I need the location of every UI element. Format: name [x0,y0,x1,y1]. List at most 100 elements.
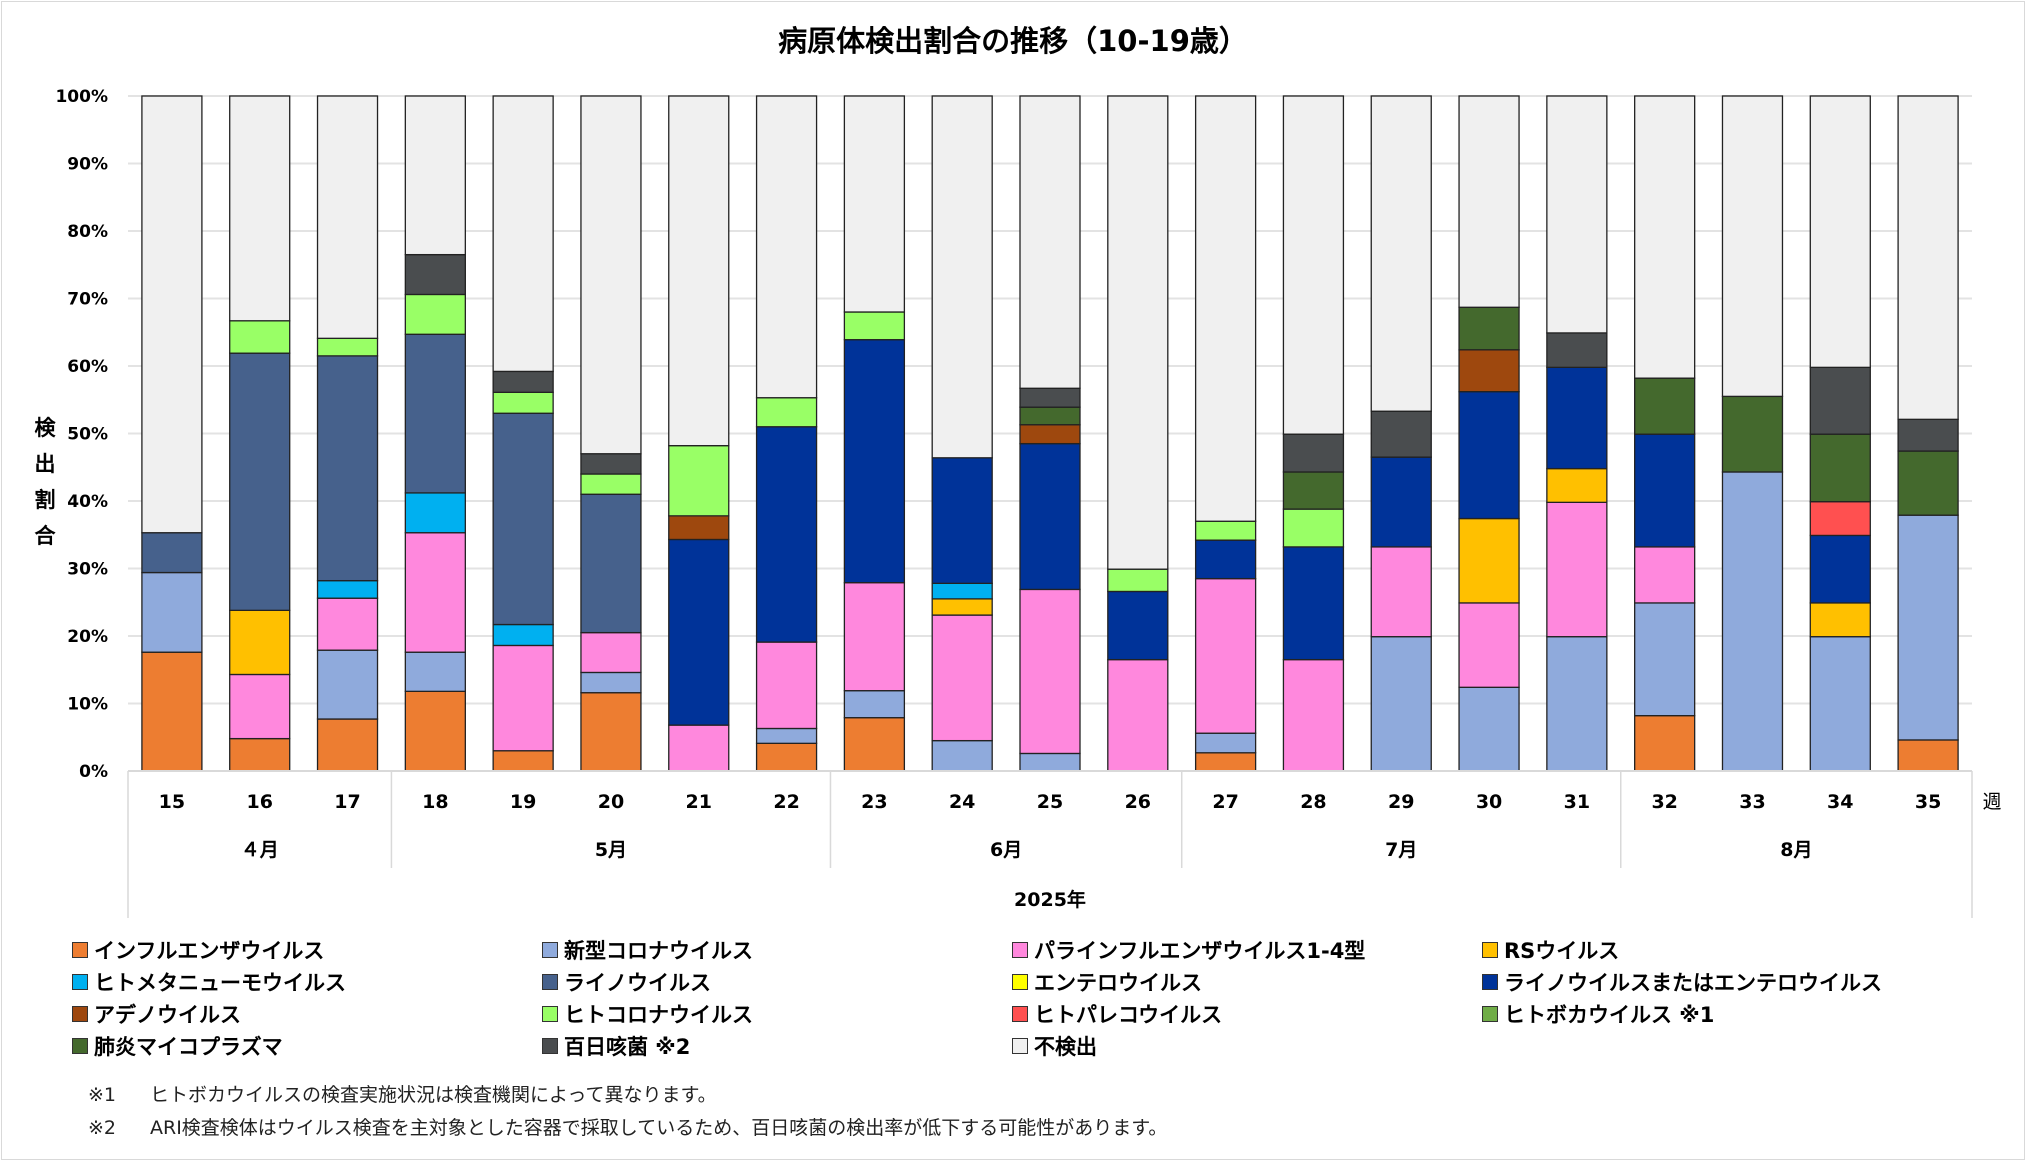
legend-item: ヒトコロナウイルス [542,999,753,1029]
bar-segment [580,473,642,495]
legend-swatch [1012,1038,1028,1054]
bar-segment [843,95,906,313]
bar-segment [404,333,466,494]
footnote-mark: ※2 [88,1117,117,1139]
bar-segment [843,582,906,692]
bar-segment [141,571,203,653]
bar-segment [1019,95,1081,389]
bar-segment [1458,686,1520,772]
legend-swatch [542,1038,558,1054]
bar-segment [580,493,642,634]
bar-segment [1809,95,1871,369]
bar-segment [1809,366,1871,435]
legend-label: エンテロウイルス [1034,971,1202,995]
bar-segment [404,293,466,335]
bar-segment [1809,501,1871,537]
bar-segment [1282,433,1345,473]
bar-segment [1370,410,1432,458]
bar-segment [931,582,993,600]
bar-segment [1458,517,1520,604]
legend-swatch [72,1038,88,1054]
bar-segment [1634,602,1696,717]
legend-swatch [1012,974,1028,990]
legend-label: 不検出 [1034,1035,1097,1059]
x-tick-label: 32 [1651,791,1677,813]
bar-segment [229,737,291,772]
legend-label: 百日咳菌 ※2 [564,1035,691,1059]
y-tick-label: 50% [67,425,108,445]
bar-segment [1019,588,1081,755]
legend-item: アデノウイルス [72,999,241,1029]
legend-swatch [542,1006,558,1022]
bar-segment [404,492,466,534]
y-axis-label: 検出割合 [30,410,60,554]
bar-segment [492,644,554,752]
x-tick-label: 16 [246,791,272,813]
legend-label: ヒトパレコウイルス [1034,1003,1223,1027]
footnote-mark: ※1 [88,1084,117,1106]
y-tick-label: 30% [67,560,108,580]
bar-segment [1809,433,1871,503]
legend-item: ライノウイルス [542,967,711,997]
bar-segment [1458,95,1520,308]
y-tick-label: 10% [67,695,108,715]
legend-item: パラインフルエンザウイルス1-4型 [1012,935,1365,965]
bar-segment [1194,95,1257,522]
bar-segment [316,580,379,599]
bar-segment [1194,752,1257,772]
x-tick-label: 21 [686,791,712,813]
bar-segment [316,649,379,720]
bar-segment [1634,377,1696,435]
footnotes: ※1 ヒトボカウイルスの検査実施状況は検査機関によって異なります。 ※2 ARI検査… [88,1080,1167,1146]
x-tick-label: 30 [1476,791,1502,813]
legend-label: アデノウイルス [94,1003,241,1027]
y-tick-label: 20% [67,627,108,647]
legend-item: ヒトボカウイルス ※1 [1482,999,1714,1029]
x-unit-label: 週 [1982,791,2001,813]
legend-label: 肺炎マイコプラズマ [94,1035,283,1059]
bar-segment [1721,471,1784,772]
bar-segment [1107,658,1169,772]
footnote-text: ARI検査検体はウイルス検査を主対象とした容器で採取しているため、百日咳菌の検出… [150,1117,1168,1139]
x-tick-label: 33 [1739,791,1765,813]
bar-segment [1194,520,1257,541]
bar-segment [755,742,818,772]
x-tick-label: 26 [1125,791,1151,813]
bar-segment [316,355,379,582]
bar-segment [141,651,203,772]
month-label: 5月 [595,839,627,861]
legend-swatch [542,942,558,958]
bar-segment [1019,406,1081,426]
legend-swatch [72,942,88,958]
x-tick-label: 24 [949,791,975,813]
bar-segment [1546,366,1608,470]
bar-segment [1897,418,1959,452]
y-tick-label: 80% [67,222,108,242]
bar-segment [1897,514,1959,741]
bar-segment [755,397,818,428]
bar-segment [1370,546,1432,638]
y-tick-label: 70% [67,290,108,310]
legend-label: インフルエンザウイルス [94,939,325,963]
bar-segment [668,724,730,772]
bar-segment [1897,739,1959,772]
legend-label: ヒトコロナウイルス [564,1003,753,1027]
legend-label: パラインフルエンザウイルス1-4型 [1034,939,1366,963]
bar-segment [580,631,642,674]
bar-segment [404,95,466,256]
legend-swatch [1482,1006,1498,1022]
bar-segment [1634,95,1696,379]
bar-segment [492,370,554,393]
bar-segment [141,95,203,534]
bar-segment [229,352,291,611]
y-tick-label: 0% [79,762,108,782]
legend-label: ライノウイルス [564,971,711,995]
legend-item: 肺炎マイコプラズマ [72,1031,283,1061]
legend-swatch [1482,974,1498,990]
legend-label: RSウイルス [1504,939,1620,963]
footnote-1: ※1 ヒトボカウイルスの検査実施状況は検査機関によって異なります。 [88,1080,1167,1113]
chart-title: 病原体検出割合の推移（10-19歳） [778,24,1248,58]
legend-swatch [1482,942,1498,958]
legend-swatch [72,1006,88,1022]
